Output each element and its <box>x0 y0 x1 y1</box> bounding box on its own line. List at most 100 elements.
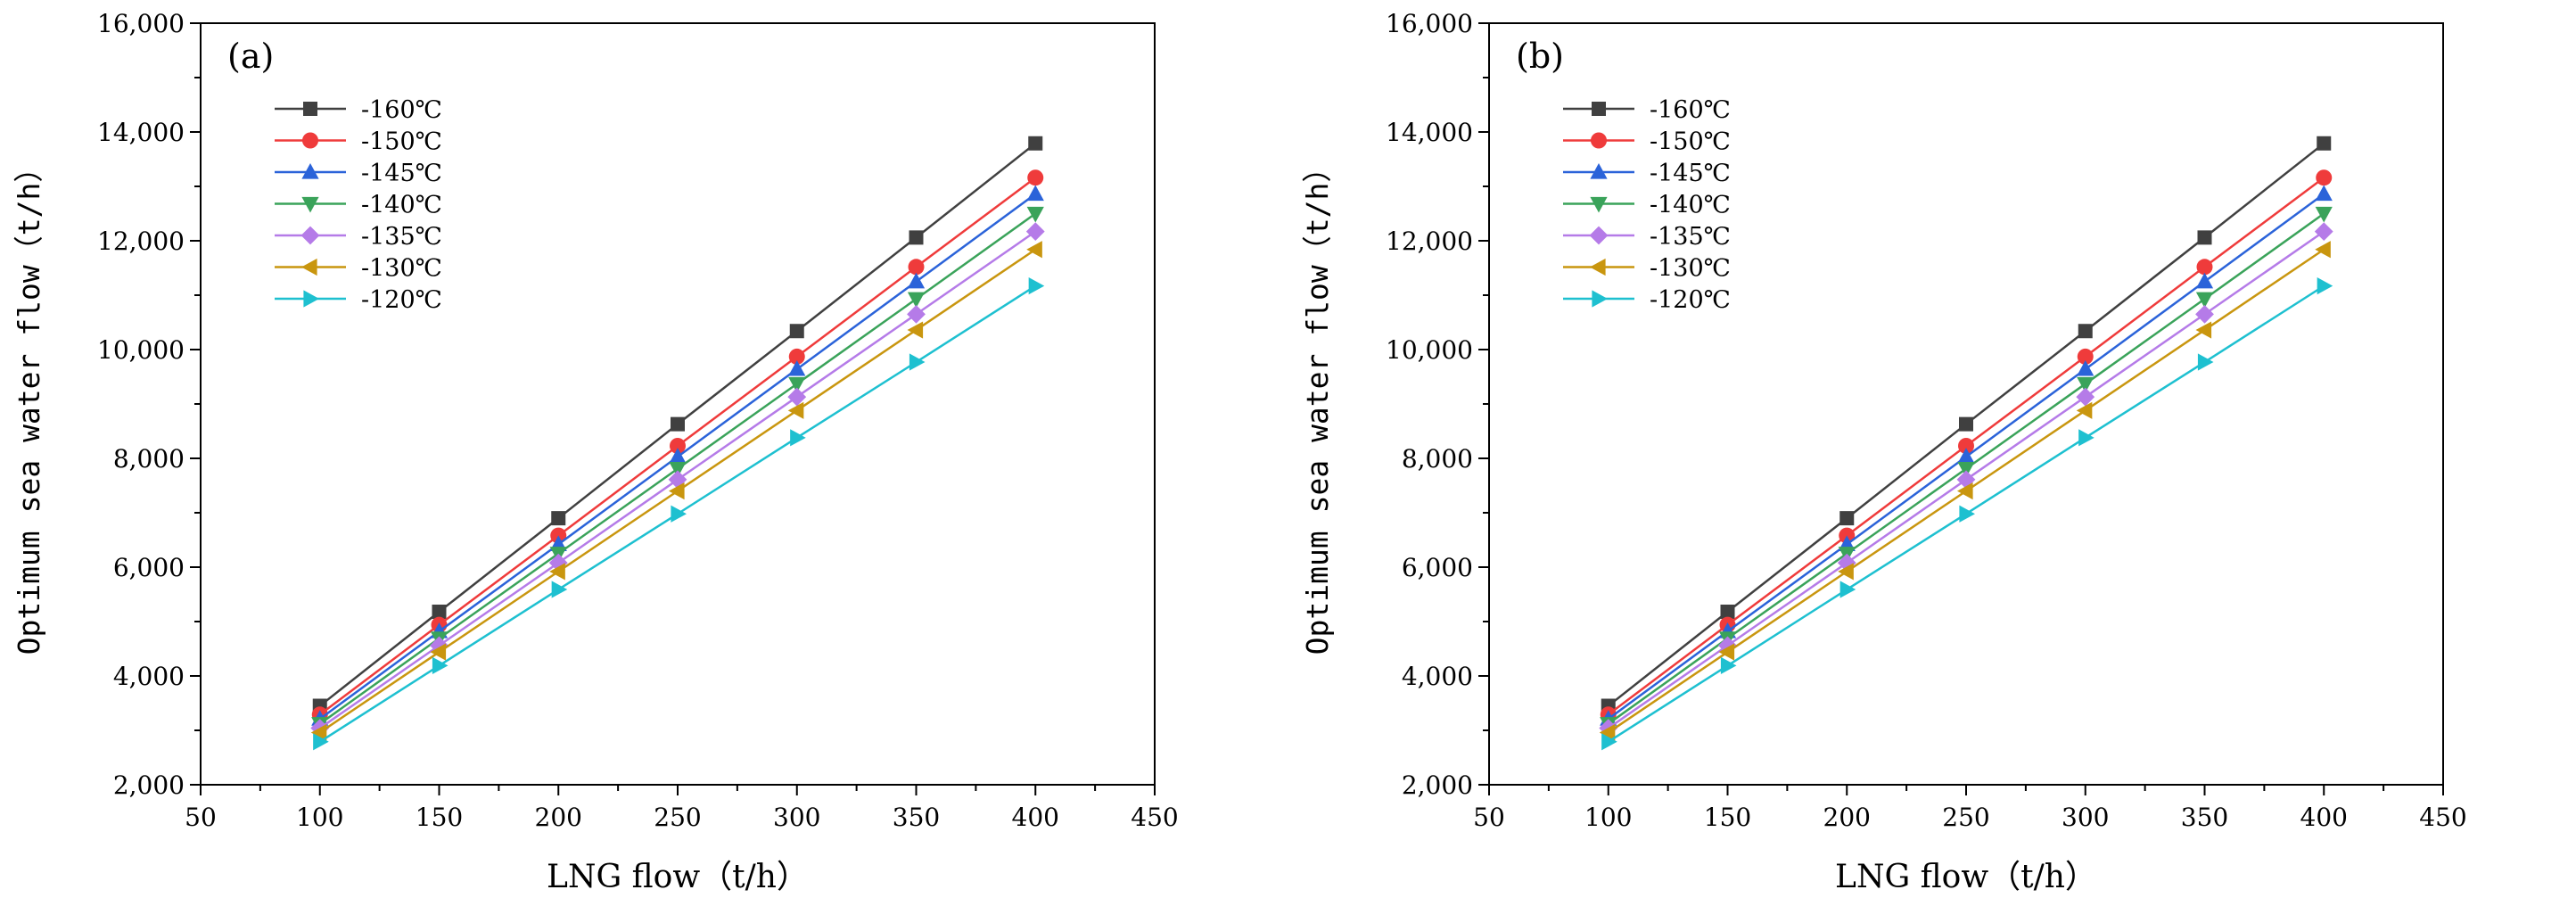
chart-b-y-tick-label: 8,000 <box>1402 444 1473 474</box>
chart-a-data-point <box>788 348 805 365</box>
chart-a-data-point <box>1028 136 1043 151</box>
chart-b-data-point <box>2316 169 2333 186</box>
chart-a-legend-marker <box>302 132 318 149</box>
chart-a-y-tick-label: 6,000 <box>113 553 185 582</box>
chart-a-legend-label: -140℃ <box>361 192 442 219</box>
chart-a-data-point <box>790 429 806 447</box>
chart-a-x-axis: 50 100 150 200 250 300 350 400 450 <box>185 785 1179 832</box>
chart-a-data-point <box>1028 277 1045 295</box>
chart-b-data-point <box>2197 353 2214 371</box>
chart-b-data-point <box>2077 376 2095 393</box>
chart-a-y-tick-label: 14,000 <box>97 118 185 147</box>
chart-a-legend-label: -130℃ <box>361 255 442 283</box>
chart-a-x-tick-label: 450 <box>1131 803 1178 832</box>
chart-b-x-axis-title: LNG flow（t/h） <box>1835 859 2097 895</box>
chart-b-legend-label: -160℃ <box>1650 96 1731 124</box>
chart-a-x-tick-label: 150 <box>416 803 463 832</box>
chart-b-data-point <box>1957 482 1973 500</box>
chart-a-panel-label: (a) <box>227 37 274 76</box>
chart-a-y-tick-label: 12,000 <box>97 227 185 256</box>
chart-b-data-point <box>1601 733 1617 751</box>
chart-b-legend-label: -120℃ <box>1650 286 1731 314</box>
chart-b-y-tick-label: 16,000 <box>1386 9 1473 38</box>
chart-a-data-point <box>907 292 926 309</box>
chart-a-y-tick-label: 8,000 <box>113 444 185 474</box>
chart-a-data-point <box>669 448 687 464</box>
chart-b-legend-label: -140℃ <box>1650 192 1731 219</box>
chart-a-data-point <box>1026 206 1044 223</box>
chart-a-data-point <box>310 723 327 742</box>
chart-b-legend-label: -150℃ <box>1650 128 1731 156</box>
chart-b-data-point <box>1959 416 1973 432</box>
chart-b-x-tick-label: 300 <box>2062 803 2109 832</box>
chart-b-x-tick-label: 400 <box>2300 803 2348 832</box>
chart-a-x-tick-label: 100 <box>296 803 343 832</box>
chart-a-y-tick-label: 2,000 <box>113 770 185 800</box>
chart-b-data-point <box>1957 448 1975 464</box>
chart-b-data-point <box>1957 461 1975 478</box>
chart-b-data-point <box>2196 259 2213 276</box>
chart-b-y-tick-label: 14,000 <box>1386 118 1473 147</box>
chart-a-data-point <box>671 416 685 432</box>
chart-b-data-point <box>1839 581 1856 598</box>
chart-b-x-tick-label: 100 <box>1584 803 1632 832</box>
chart-a-data-point <box>430 643 447 661</box>
chart-b-data-point <box>1599 723 1616 742</box>
chart-b-x-tick-label: 50 <box>1473 803 1505 832</box>
chart-b-data-point <box>2076 401 2093 419</box>
chart-b-data-point <box>2195 321 2212 339</box>
chart-a-series-2 <box>311 185 1044 726</box>
chart-a-data-point <box>909 230 924 245</box>
chart-b-legend: -160℃ -150℃ -145℃ -140℃ -135℃ -130℃ -120℃ <box>1563 96 1731 314</box>
chart-a-legend: -160℃ -150℃ -145℃ -140℃ -135℃ -130℃ -120℃ <box>275 96 442 314</box>
chart-a-x-tick-label: 250 <box>654 803 701 832</box>
chart-b-y-axis: 2,000 4,000 6,000 8,000 10,000 12,000 14,000 16… <box>1386 9 1489 800</box>
chart-b-data-point <box>2197 230 2212 245</box>
chart-a-data-point <box>671 505 687 523</box>
chart-b-x-tick-label: 350 <box>2181 803 2228 832</box>
chart-a-legend-label: -135℃ <box>361 223 442 251</box>
chart-b-data-point <box>2317 136 2332 151</box>
chart-b-data-point <box>1959 505 1975 523</box>
chart-b-data-point <box>2317 277 2333 295</box>
chart-b-series-5 <box>1599 241 2331 742</box>
chart-a-x-tick-label: 200 <box>535 803 582 832</box>
chart-b-x-axis: 50 100 150 200 250 300 350 400 450 <box>1473 785 2467 832</box>
chart-a-data-point <box>669 461 687 478</box>
chart-a-data-point <box>907 304 926 324</box>
chart-b-y-tick-label: 12,000 <box>1386 227 1473 256</box>
chart-a-legend-marker <box>303 290 319 308</box>
chart-b-series-1 <box>1600 169 2333 723</box>
chart-a-data-point <box>788 359 806 376</box>
chart-a-legend-marker <box>301 163 319 179</box>
chart-a-data-point <box>909 353 926 371</box>
chart-a-x-tick-label: 400 <box>1012 803 1059 832</box>
chart-b-data-point <box>2195 304 2214 324</box>
chart-b-legend-marker <box>1589 226 1609 245</box>
chart-b-legend-marker <box>1591 132 1607 149</box>
chart-b-y-axis-title: Optimum sea water flow（t/h） <box>1300 153 1335 655</box>
chart-b-legend-marker <box>1590 163 1608 179</box>
chart-b-legend-label: -130℃ <box>1650 255 1731 283</box>
chart-a-data-point <box>1026 185 1044 202</box>
chart-b-data-point <box>2315 241 2331 259</box>
chart-panel-b: 50 100 150 200 250 300 350 400 450 2,000 4,000 6,00… <box>1288 0 2576 898</box>
chart-a-legend-marker <box>303 102 317 116</box>
chart-a-legend-label: -145℃ <box>361 160 442 187</box>
chart-b-y-tick-label: 2,000 <box>1402 770 1473 800</box>
chart-a-y-tick-label: 16,000 <box>97 9 185 38</box>
chart-a-x-axis-title: LNG flow（t/h） <box>547 859 809 895</box>
chart-b-y-tick-label: 4,000 <box>1402 662 1473 691</box>
chart-a-data-point <box>1027 169 1044 186</box>
chart-a-y-axis: 2,000 4,000 6,000 8,000 10,000 12,000 14,000 16… <box>97 9 201 800</box>
chart-b-legend-marker <box>1590 196 1608 213</box>
chart-a-y-axis-title: Optimum sea water flow（t/h） <box>12 153 46 655</box>
chart-a-series-1 <box>311 169 1044 723</box>
chart-b-data-point <box>2078 324 2093 339</box>
chart-b-data-point <box>1958 437 1974 454</box>
chart-a-data-point <box>787 387 807 407</box>
chart-a-legend-marker <box>301 258 317 276</box>
chart-a-data-point <box>670 437 686 454</box>
chart-a-data-point <box>1026 241 1042 259</box>
chart-b-plot-frame <box>1488 22 2444 786</box>
